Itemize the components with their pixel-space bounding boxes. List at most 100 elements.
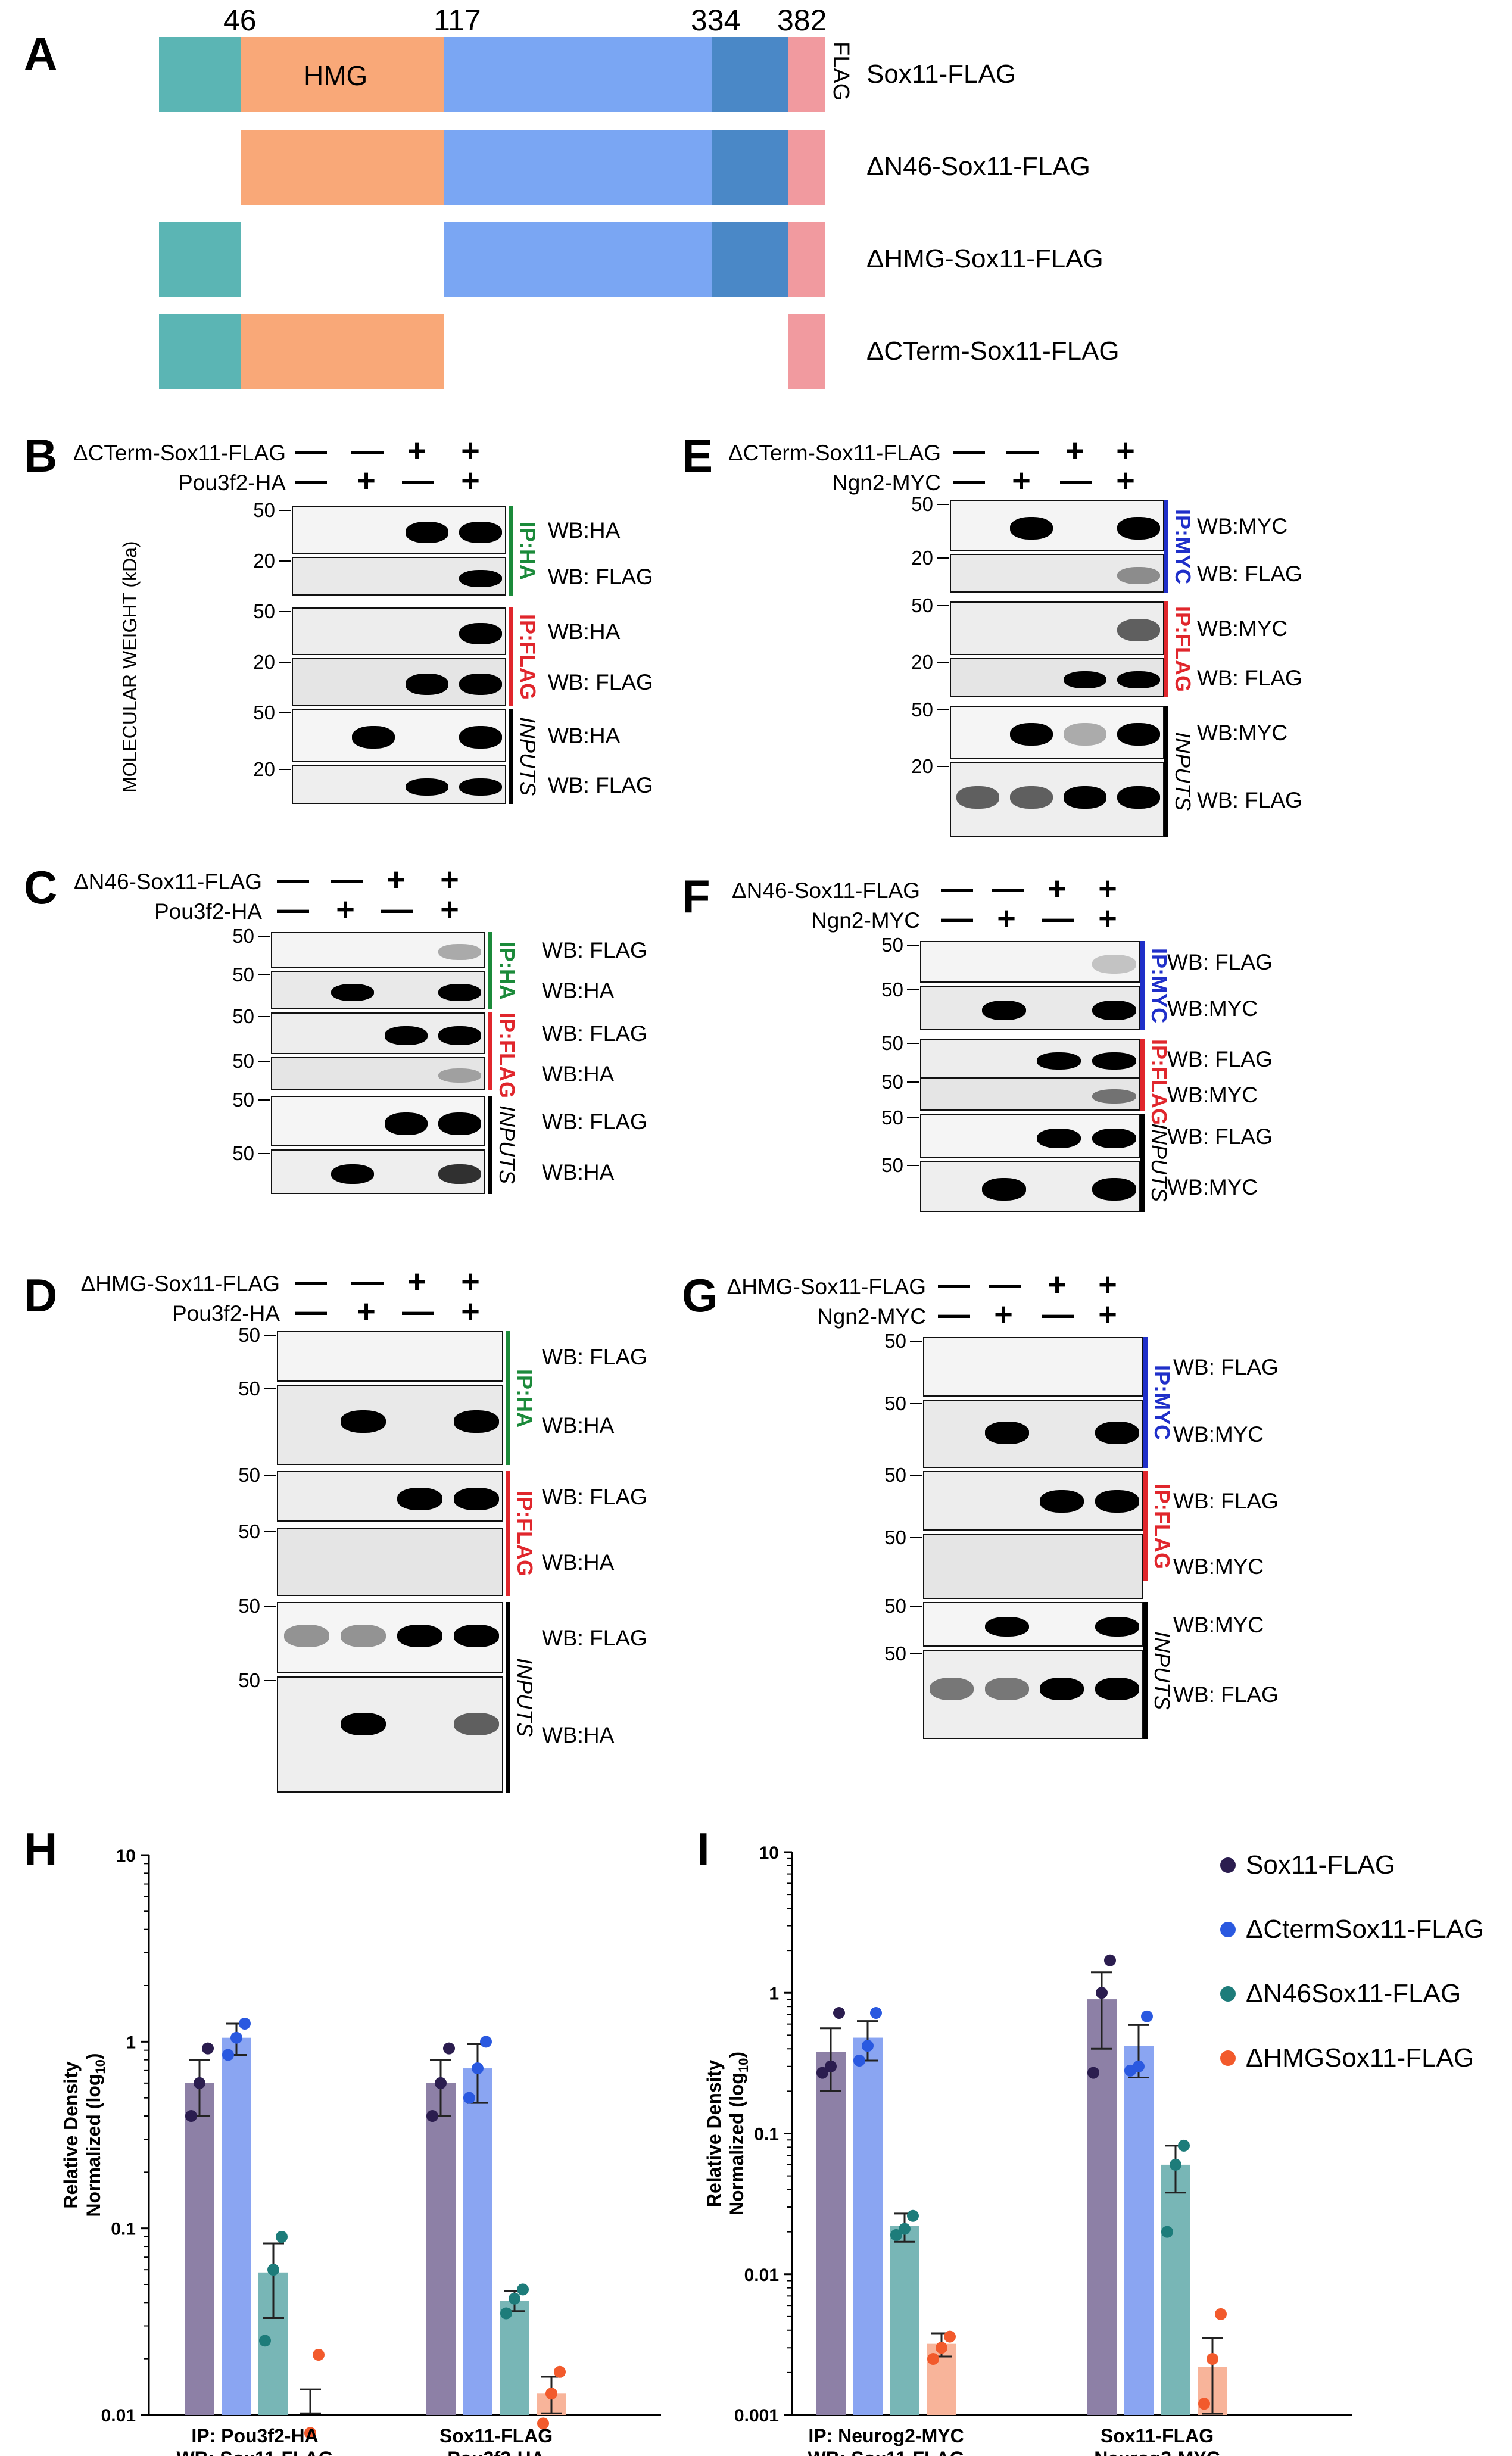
lane-sign: + [336,892,355,927]
inputs-label: INPUTS [1171,731,1195,811]
blot-strip [271,1012,485,1054]
wb-label: WB: FLAG [542,1344,647,1369]
lane-sign: — [1060,463,1092,498]
wb-label: WB: FLAG [1167,1046,1273,1071]
wb-label: WB: FLAG [1167,1124,1273,1149]
blot-strip [292,709,506,762]
chart-i: 0.001 0.01 0.1 1 10 Relative Density Normalize… [703,1846,1484,2456]
protein-band [984,1616,1029,1637]
y-tick-label: 10 [759,1846,779,1863]
protein-band [331,983,374,1001]
group-label-line2: WB: Sox11-FLAG [808,2448,964,2456]
blot-strip [950,601,1164,655]
wb-label: WB:HA [548,518,621,543]
condition-label-row2: Ngn2-MYC [811,908,920,933]
mw-marker: 50 [232,925,254,947]
ip-label: IP:FLAG [516,613,540,700]
lane-sign: + [1048,1267,1067,1302]
mw-tick [910,1403,922,1404]
ip-bar [506,1471,510,1596]
lane-sign: — [989,1267,1021,1302]
blot-strip [277,1528,503,1596]
lane-sign: + [1012,463,1031,498]
wb-label: WB: FLAG [1173,1355,1279,1379]
position-382: 382 [777,4,827,37]
wb-label: WB:HA [542,1722,615,1747]
wb-label: WB:MYC [1167,1174,1258,1199]
mw-marker: 50 [884,1392,906,1414]
blot-strip [271,1057,485,1090]
wb-label: WB: FLAG [548,772,653,797]
domain-cterm [712,37,788,112]
lane-sign: — [938,1267,970,1302]
protein-band [397,1625,442,1647]
blot-strip [277,1331,503,1382]
protein-band [340,1712,386,1735]
protein-band [453,1410,499,1433]
lane-sign: — [351,433,384,469]
position-334: 334 [691,4,741,37]
lane-sign: — [938,1296,970,1332]
ip-label: IP:FLAG [513,1491,537,1576]
mw-marker: 50 [884,1595,906,1617]
condition-label-row2: Ngn2-MYC [832,470,941,495]
protein-band [981,1177,1026,1201]
mw-tick [907,989,919,990]
y-tick-label: 0.1 [754,2125,779,2145]
domain-middle [444,37,712,112]
lane-sign: — [295,1294,327,1329]
mw-tick [279,769,291,770]
bar-Sox11-FLAG [185,2083,214,2415]
mw-tick [937,605,949,606]
lane-sign: — [295,463,327,498]
group-label-line2: Pou3f2-HA [447,2448,545,2456]
mw-marker: 50 [884,1642,906,1665]
construct-dhmg: ΔHMG-Sox11-FLAG [866,244,1103,273]
panel-label-h: H [24,1823,58,1875]
protein-band [984,1421,1029,1444]
ip-label: IP:HA [516,522,540,580]
ip-bar [509,709,513,804]
protein-band [981,1000,1026,1021]
bar-ΔN46Sox11-FLAG [890,2226,919,2415]
protein-band [406,522,448,543]
lane-sign: — [295,433,327,469]
wb-label: WB: FLAG [1173,1682,1279,1707]
wb-label: WB:MYC [1173,1612,1264,1637]
domain-nterm [159,222,241,297]
condition-label-row1: ΔN46-Sox11-FLAG [731,878,920,903]
condition-label-row2: Pou3f2-HA [178,470,286,495]
data-point [509,2292,520,2305]
inputs-label: INPUTS [495,1105,519,1185]
lane-sign: + [1098,900,1117,936]
y-tick-label: 0.1 [111,2220,136,2239]
lane-sign: + [461,433,480,469]
data-point [222,2049,234,2061]
blot-strip [292,607,506,655]
blot-strip [923,1337,1143,1397]
protein-band [1117,516,1160,540]
legend-label: ΔHMGSox11-FLAG [1246,2043,1474,2072]
data-point [537,2417,549,2430]
protein-band [1092,1000,1136,1021]
lane-sign: + [994,1296,1013,1332]
protein-band [406,778,448,796]
blot-strip [277,1471,503,1522]
ip-label: IP:HA [513,1369,537,1428]
mw-tick [264,1388,276,1389]
blot-strip [950,762,1164,837]
mw-tick [907,945,919,946]
lane-sign: + [461,1294,480,1329]
mw-tick [279,611,291,612]
protein-band [1095,1616,1139,1637]
mw-marker: 50 [881,1032,903,1054]
panel-label-e: E [682,429,713,482]
blot-strip [277,1385,503,1465]
mw-marker: 50 [232,1050,254,1072]
lane-sign: — [351,1264,384,1299]
data-point [816,2067,828,2079]
wb-label: WB: FLAG [1197,665,1302,690]
protein-band [1095,1421,1139,1444]
mw-marker: 50 [881,978,903,1001]
y-tick-label: 0.01 [101,2406,136,2426]
